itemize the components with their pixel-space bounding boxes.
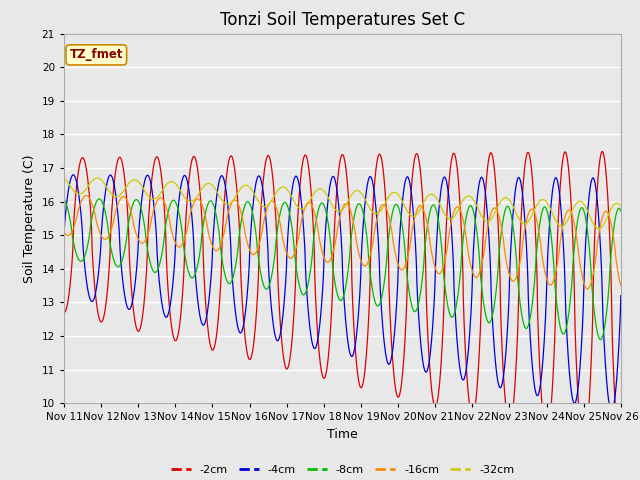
-8cm: [95, 196, 103, 202]
-16cm: [502, 256, 509, 262]
-32cm: [429, 192, 436, 197]
-4cm: [617, 293, 625, 299]
-4cm: [70, 172, 77, 178]
-8cm: [60, 196, 68, 202]
-8cm: [502, 205, 509, 211]
-2cm: [551, 338, 559, 344]
-32cm: [246, 185, 254, 191]
-32cm: [184, 198, 191, 204]
Title: Tonzi Soil Temperatures Set C: Tonzi Soil Temperatures Set C: [220, 11, 465, 29]
-8cm: [551, 283, 559, 288]
-16cm: [584, 286, 591, 292]
-4cm: [551, 176, 559, 181]
-2cm: [502, 400, 509, 406]
-4cm: [429, 316, 437, 322]
-8cm: [617, 208, 625, 214]
-16cm: [246, 249, 254, 255]
Text: TZ_fmet: TZ_fmet: [70, 48, 123, 61]
-4cm: [502, 349, 509, 355]
Line: -16cm: -16cm: [64, 195, 621, 289]
-4cm: [60, 232, 68, 238]
-8cm: [596, 337, 604, 343]
-16cm: [617, 283, 625, 288]
-16cm: [429, 257, 437, 263]
Line: -32cm: -32cm: [64, 178, 621, 228]
-32cm: [617, 203, 625, 209]
Y-axis label: Soil Temperature (C): Soil Temperature (C): [23, 154, 36, 283]
-2cm: [598, 148, 606, 154]
-32cm: [502, 195, 509, 201]
Legend: -2cm, -4cm, -8cm, -16cm, -32cm: -2cm, -4cm, -8cm, -16cm, -32cm: [166, 460, 518, 479]
-2cm: [617, 451, 625, 456]
-32cm: [170, 180, 178, 185]
-16cm: [82, 192, 90, 198]
X-axis label: Time: Time: [327, 428, 358, 441]
-8cm: [246, 203, 254, 208]
-16cm: [551, 273, 559, 278]
-16cm: [171, 238, 179, 244]
Line: -2cm: -2cm: [64, 151, 621, 454]
-2cm: [170, 336, 178, 342]
Line: -8cm: -8cm: [64, 199, 621, 340]
-8cm: [429, 202, 437, 208]
-2cm: [184, 189, 191, 194]
-4cm: [184, 182, 192, 188]
-2cm: [429, 396, 436, 401]
-4cm: [246, 233, 254, 239]
-8cm: [171, 198, 179, 204]
-8cm: [184, 268, 192, 274]
-2cm: [60, 310, 68, 315]
-16cm: [60, 229, 68, 235]
-4cm: [607, 408, 615, 414]
Line: -4cm: -4cm: [64, 175, 621, 411]
-32cm: [551, 216, 559, 221]
-16cm: [184, 221, 192, 227]
-2cm: [246, 357, 254, 362]
-4cm: [171, 259, 179, 264]
-32cm: [595, 226, 603, 231]
-32cm: [60, 175, 68, 181]
